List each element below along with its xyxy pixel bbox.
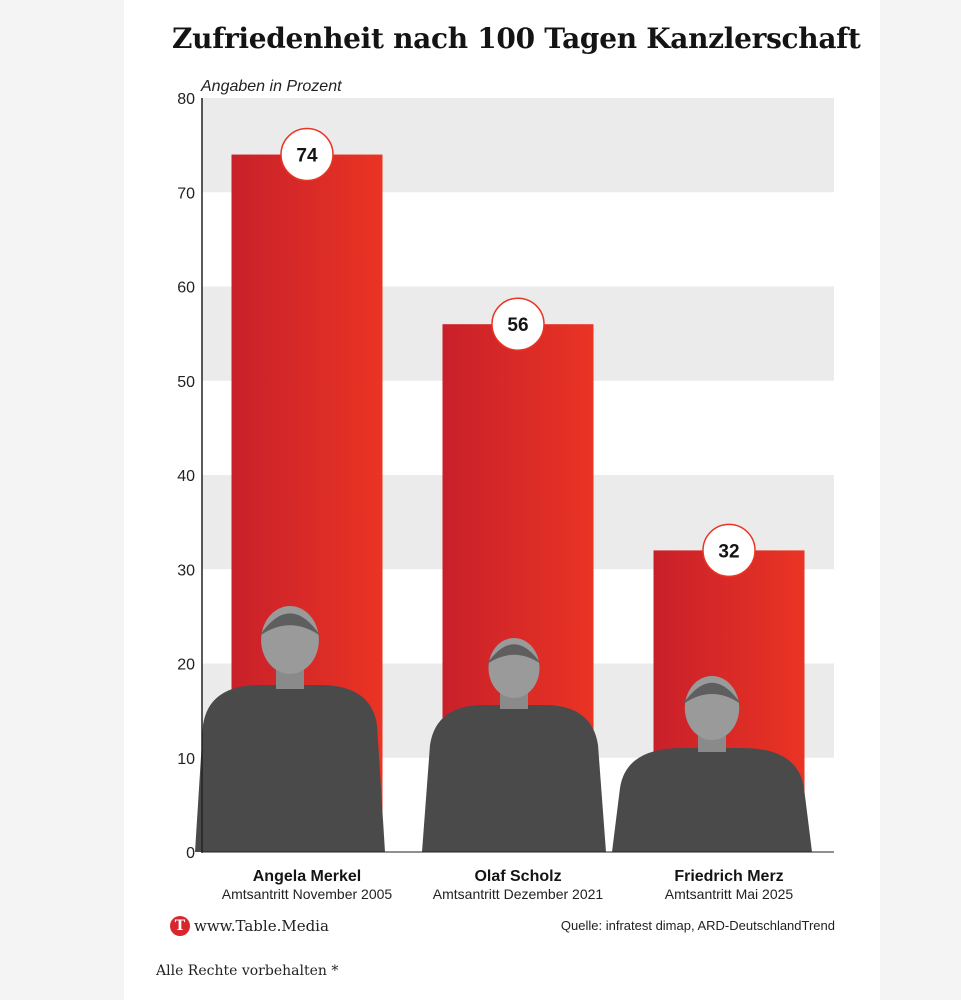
y-tick-label: 50 — [177, 374, 195, 391]
value-label: 74 — [296, 146, 318, 167]
y-tick-label: 20 — [177, 657, 195, 674]
category-subtitle: Amtsantritt November 2005 — [222, 886, 393, 902]
portrait-body — [195, 685, 385, 852]
category-label: Angela Merkel — [253, 868, 361, 885]
y-tick-label: 0 — [186, 845, 195, 862]
portrait-neck — [276, 668, 304, 689]
value-label: 32 — [718, 541, 739, 562]
portrait-1 — [195, 606, 385, 852]
value-label-circle — [491, 297, 545, 351]
portrait-3 — [612, 676, 812, 852]
rights-notice: Alle Rechte vorbehalten * — [156, 963, 339, 979]
value-label-circle — [702, 523, 756, 578]
value-label-circle — [280, 127, 334, 182]
portrait-hair — [683, 682, 741, 704]
y-axis-label: Angaben in Prozent — [200, 78, 342, 95]
site-name: www.Table.Media — [194, 917, 329, 935]
y-tick-label: 60 — [177, 280, 195, 297]
portrait-2 — [422, 638, 606, 852]
portrait-hair — [259, 613, 321, 636]
y-tick-label: 10 — [177, 751, 195, 768]
source-note: Quelle: infratest dimap, ARD-Deutschland… — [560, 918, 835, 933]
portrait-body — [612, 748, 812, 852]
y-tick-label: 70 — [177, 185, 195, 202]
category-label: Olaf Scholz — [474, 868, 561, 885]
y-tick-label: 80 — [177, 91, 195, 108]
y-tick-label: 30 — [177, 562, 195, 579]
portrait-body — [422, 705, 606, 852]
category-subtitle: Amtsantritt Dezember 2021 — [433, 886, 604, 902]
category-label: Friedrich Merz — [674, 868, 783, 885]
y-tick-label: 40 — [177, 468, 195, 485]
portrait-hair — [487, 644, 541, 664]
table-media-logo-icon: T — [170, 916, 190, 936]
chart-title: Zufriedenheit nach 100 Tagen Kanzlerscha… — [172, 22, 861, 55]
value-label: 56 — [507, 315, 528, 336]
category-subtitle: Amtsantritt Mai 2025 — [665, 886, 794, 902]
